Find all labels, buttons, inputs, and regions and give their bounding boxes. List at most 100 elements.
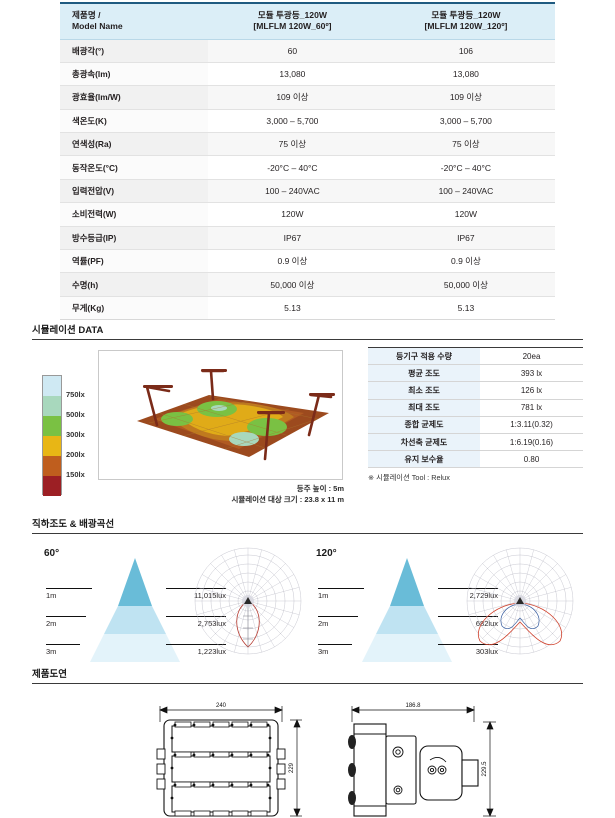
beam-angle-label-60: 60° (44, 548, 60, 559)
distance-rule (46, 588, 92, 589)
result-label: 최소 조도 (368, 381, 480, 400)
table-row: 종합 균제도 1:3.11(0.32) (368, 416, 583, 434)
legend-label: 750lx (66, 390, 85, 399)
spec-value-120: -20°C – 40°C (376, 155, 555, 180)
spec-value-60: 109 이상 (208, 85, 377, 110)
spec-label: 방수등급(IP) (60, 226, 208, 251)
legend-label: 150lx (66, 470, 85, 479)
result-label: 종합 균제도 (368, 416, 480, 434)
lux-rule (438, 644, 498, 645)
spec-value-120: 109 이상 (376, 85, 555, 110)
table-row: 방수등급(IP) IP67 IP67 (60, 226, 555, 251)
beam-angle-label-120: 120° (316, 548, 337, 559)
distance-label: 2m (46, 619, 57, 628)
lux-value-label: 11,015lux (194, 591, 226, 600)
spec-value-120: 120W (376, 202, 555, 227)
legend-band (43, 376, 61, 396)
distance-rule (318, 616, 358, 617)
legend-band (43, 476, 61, 496)
table-row: 최소 조도 126 lx (368, 381, 583, 400)
front-height-dimension: 229 (289, 762, 295, 773)
lux-rule (438, 616, 498, 617)
result-value: 0.80 (480, 450, 583, 469)
spec-value-120: 106 (376, 39, 555, 63)
simulation-caption: 등주 높이 : 5m 시뮬레이션 대상 크기 : 23.8 x 11 m (92, 484, 344, 506)
photometry-section: 직하조도 & 배광곡선 60° 1m 11,015lux 2m 2,753lux 3m 1… (32, 516, 583, 670)
header-col2-line2: [MLFLM 120W_120º] (424, 21, 508, 32)
light-cone-diagram-120 (352, 554, 462, 664)
spec-label: 소비전력(W) (60, 202, 208, 227)
table-row: 등기구 적용 수량 20ea (368, 346, 583, 366)
result-value: 126 lx (480, 381, 583, 400)
simulation-section-title: 시뮬레이션 DATA (32, 325, 104, 336)
table-row: 최대 조도 781 lx (368, 399, 583, 417)
simulation-section: 시뮬레이션 DATA 750lx 500lx 300lx 200lx 150lx (32, 322, 583, 525)
header-label-line1: 제품명 / (72, 9, 101, 20)
drawing-side-view: 186.8 229.5 (332, 694, 522, 818)
result-label: 최대 조도 (368, 399, 480, 417)
header-label-line2: Model Name (72, 21, 123, 32)
result-value: 781 lx (480, 399, 583, 417)
legend-band (43, 436, 61, 456)
legend-label: 200lx (66, 450, 85, 459)
polar-curve-60 (188, 546, 308, 666)
result-label: 평균 조도 (368, 364, 480, 383)
table-row: 차선축 균제도 1:6.19(0.16) (368, 433, 583, 452)
legend-color-bar (42, 375, 62, 496)
spec-value-120: 3,000 – 5,700 (376, 109, 555, 134)
result-label: 차선축 균제도 (368, 433, 480, 452)
table-row: 평균 조도 393 lx (368, 364, 583, 383)
distance-label: 2m (318, 619, 329, 628)
header-col-60: 모듈 투광등_120W [MLFLM 120W_60º] (208, 2, 377, 40)
front-width-dimension: 240 (216, 703, 227, 709)
distance-label: 3m (318, 647, 329, 656)
result-value: 1:6.19(0.16) (480, 433, 583, 452)
legend-band (43, 416, 61, 436)
spec-value-60: 50,000 이상 (208, 272, 377, 297)
spec-label: 입력전압(V) (60, 179, 208, 204)
spec-value-60: -20°C – 40°C (208, 155, 377, 180)
section-divider (32, 533, 583, 534)
table-row: 동작온도(°C) -20°C – 40°C -20°C – 40°C (60, 155, 555, 180)
table-row: 입력전압(V) 100 – 240VAC 100 – 240VAC (60, 179, 555, 204)
spec-value-60: 60 (208, 39, 377, 63)
legend-label: 300lx (66, 430, 85, 439)
table-row: 광효율(lm/W) 109 이상 109 이상 (60, 85, 555, 110)
simulation-render-image (98, 350, 343, 480)
result-value: 393 lx (480, 364, 583, 383)
spec-value-60: 13,080 (208, 62, 377, 87)
table-row: 소비전력(W) 120W 120W (60, 202, 555, 227)
result-label: 유지 보수율 (368, 450, 480, 469)
lux-rule (166, 616, 226, 617)
drawing-section: 제품도연 240 (32, 666, 583, 818)
photometry-cell-120: 120° 1m 2,729lux 2m 682lux 3m 303lux (310, 542, 582, 670)
result-value: 20ea (480, 346, 583, 366)
spec-value-60: 100 – 240VAC (208, 179, 377, 204)
spec-value-60: 5.13 (208, 296, 377, 321)
spec-value-120: 75 이상 (376, 132, 555, 157)
direct-illuminance-rows-60: 1m 11,015lux 2m 2,753lux 3m 1,223lux (38, 554, 228, 664)
header-col1-line1: 모듈 투광등_120W (257, 9, 327, 20)
spec-label: 동작온도(°C) (60, 155, 208, 180)
result-label: 등기구 적용 수량 (368, 346, 480, 366)
distance-rule (46, 616, 86, 617)
spec-label: 배광각(°) (60, 39, 208, 63)
spec-value-120: 13,080 (376, 62, 555, 87)
side-height-dimension: 229.5 (482, 761, 488, 777)
specification-table: 제품명 / Model Name 모듈 투광등_120W [MLFLM 120W… (60, 2, 555, 321)
photometry-cell-60: 60° 1m 11,015lux 2m 2,753lux 3m 1,223lux (38, 542, 310, 670)
lux-rule (438, 588, 498, 589)
spec-value-60: IP67 (208, 226, 377, 251)
legend-band (43, 456, 61, 476)
spec-label: 역률(PF) (60, 249, 208, 274)
area-size-caption: 시뮬레이션 대상 크기 : 23.8 x 11 m (231, 494, 344, 504)
table-row: 연색성(Ra) 75 이상 75 이상 (60, 132, 555, 157)
header-col2-line1: 모듈 투광등_120W (431, 9, 501, 20)
lux-value-label: 682lux (475, 619, 498, 628)
spec-label: 수명(h) (60, 272, 208, 297)
table-row: 총광속(lm) 13,080 13,080 (60, 62, 555, 87)
section-divider (32, 683, 583, 684)
polar-curve-120 (460, 546, 580, 666)
drawing-section-title: 제품도연 (32, 669, 67, 680)
lux-value-label: 2,729lux (469, 591, 498, 600)
